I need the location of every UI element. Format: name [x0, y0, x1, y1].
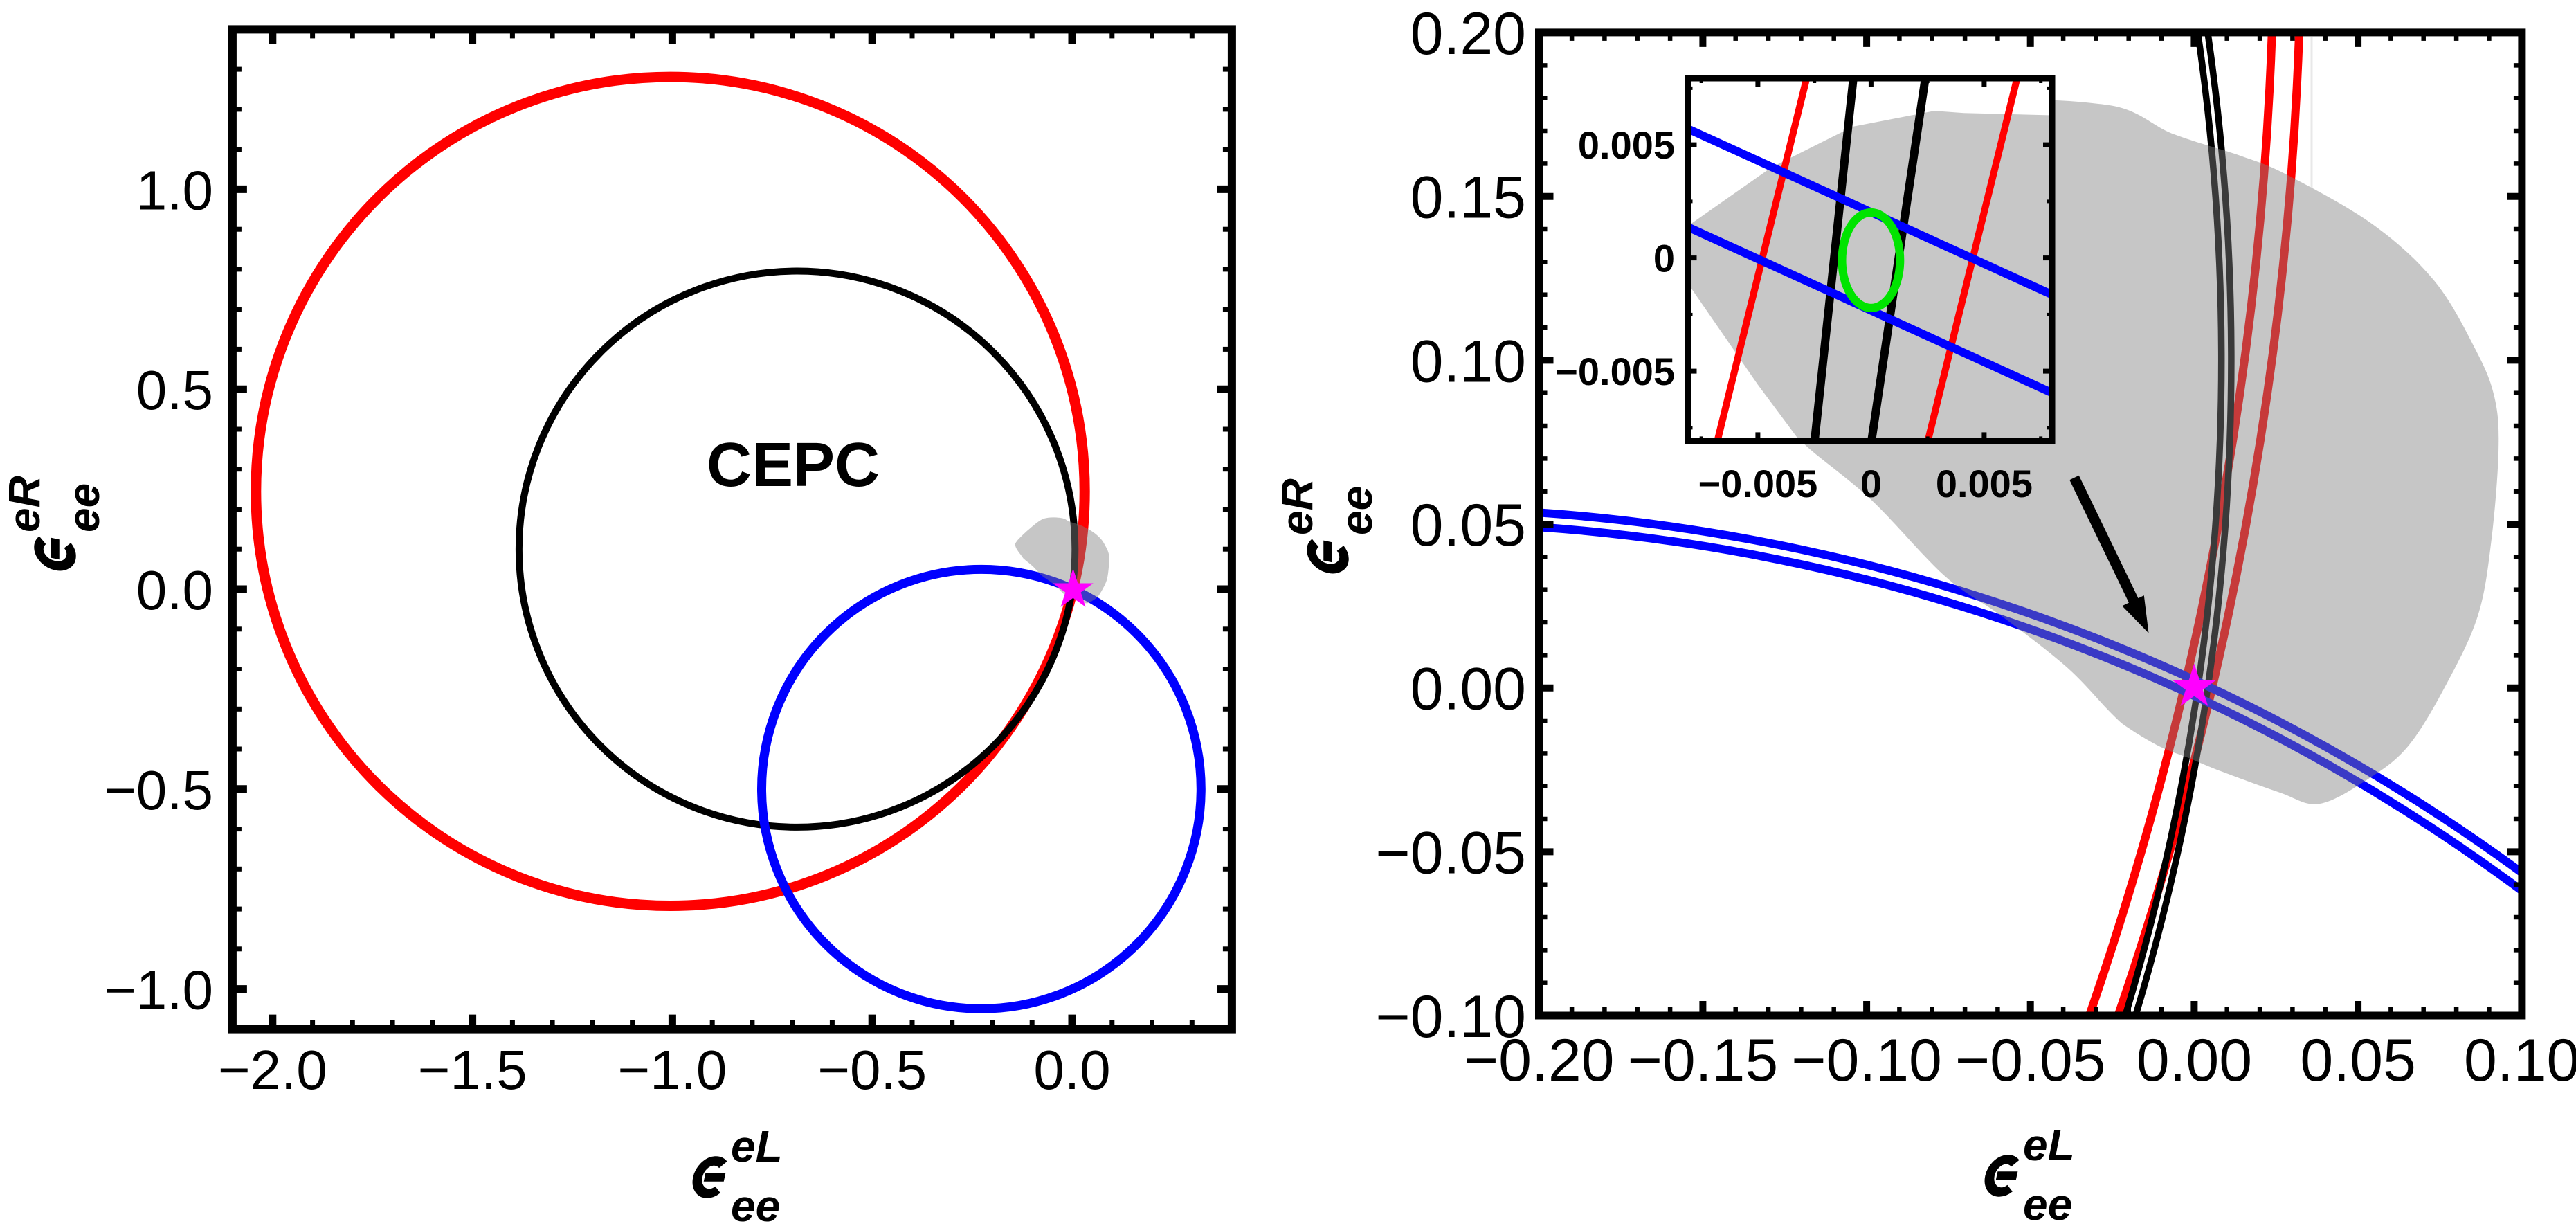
svg-text:−1.0: −1.0: [104, 959, 213, 1021]
svg-text:0.00: 0.00: [1411, 656, 1526, 723]
svg-text:1.0: 1.0: [136, 159, 213, 221]
svg-text:−0.005: −0.005: [1555, 350, 1675, 393]
svg-text:−1.0: −1.0: [617, 1039, 727, 1101]
svg-text:−0.20: −0.20: [1464, 1027, 1615, 1094]
svg-text:−0.005: −0.005: [1698, 462, 1817, 505]
svg-text:−2.0: −2.0: [218, 1039, 327, 1101]
svg-text:0: 0: [1860, 462, 1882, 505]
svg-text:0: 0: [1653, 237, 1675, 280]
svg-text:−0.05: −0.05: [1375, 820, 1526, 886]
svg-text:CEPC: CEPC: [707, 431, 880, 500]
svg-text:0.0: 0.0: [136, 559, 213, 621]
svg-text:ee: ee: [1332, 486, 1381, 535]
svg-text:0.05: 0.05: [1411, 492, 1526, 559]
svg-text:0.5: 0.5: [136, 359, 213, 421]
svg-text:0.20: 0.20: [1411, 1, 1526, 67]
svg-text:0.005: 0.005: [1578, 123, 1675, 167]
svg-text:−1.5: −1.5: [418, 1039, 527, 1101]
svg-text:0.05: 0.05: [2300, 1027, 2415, 1094]
svg-text:−0.15: −0.15: [1628, 1027, 1779, 1094]
svg-text:0.15: 0.15: [1411, 165, 1526, 231]
svg-text:0.10: 0.10: [2464, 1027, 2576, 1094]
svg-text:ee: ee: [59, 483, 109, 532]
svg-text:0.005: 0.005: [1936, 462, 2033, 505]
svg-text:eR: eR: [1272, 478, 1322, 535]
svg-text:−0.10: −0.10: [1375, 984, 1526, 1050]
svg-text:−0.5: −0.5: [817, 1039, 927, 1101]
svg-text:ee: ee: [2023, 1180, 2072, 1223]
svg-text:eL: eL: [2023, 1120, 2075, 1170]
svg-text:−0.5: −0.5: [104, 759, 213, 821]
svg-text:0.10: 0.10: [1411, 328, 1526, 395]
svg-text:0.00: 0.00: [2137, 1027, 2252, 1094]
svg-text:eL: eL: [731, 1121, 783, 1171]
svg-text:−0.10: −0.10: [1791, 1027, 1942, 1094]
svg-text:ee: ee: [731, 1181, 780, 1223]
svg-text:eR: eR: [0, 476, 49, 532]
svg-text:−0.05: −0.05: [1955, 1027, 2106, 1094]
svg-text:0.0: 0.0: [1033, 1039, 1110, 1101]
